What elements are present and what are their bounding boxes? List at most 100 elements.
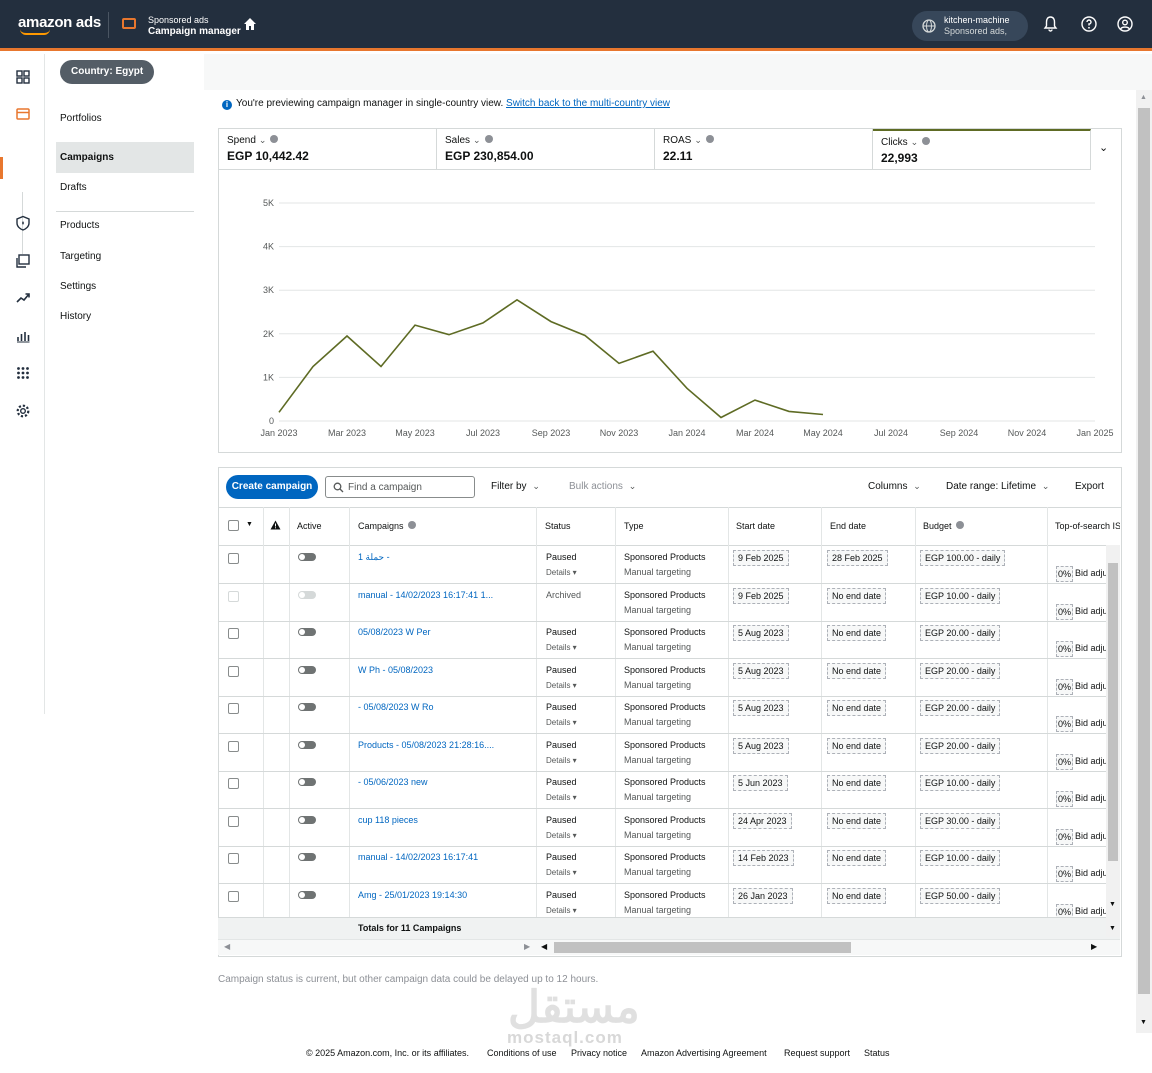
metric-clicks[interactable]: Clicks ⌄ 22,993 [873,129,1091,170]
budget-field[interactable]: EGP 30.00 - daily [920,813,1001,829]
col-status[interactable]: Status [545,521,571,531]
budget-field[interactable]: EGP 10.00 - daily [920,775,1001,791]
campaign-name-link[interactable]: cup 118 pieces [358,815,418,825]
bid-adjustment-link[interactable]: Bid adju [1075,718,1106,728]
status-details-dropdown[interactable]: Details ▾ [546,831,577,840]
active-toggle[interactable] [298,703,316,711]
campaign-name-link[interactable]: W Ph - 05/08/2023 [358,665,434,675]
account-switcher[interactable]: kitchen-machine Sponsored ads, [912,11,1028,41]
subnav-targeting[interactable]: Targeting [60,251,102,262]
start-date-field[interactable]: 5 Aug 2023 [733,625,789,641]
product-title[interactable]: Campaign manager [148,26,241,37]
chevron-down-icon[interactable]: ⌄ [910,137,919,147]
bid-adjustment-link[interactable]: Bid adju [1075,681,1106,691]
row-checkbox[interactable] [228,666,239,677]
chevron-down-icon[interactable]: ⌄ [694,135,702,145]
campaign-name-link[interactable]: - 05/06/2023 new [358,777,428,787]
row-checkbox[interactable] [228,591,239,602]
scroll-left-arrow-icon[interactable]: ◀ [224,942,231,951]
active-toggle[interactable] [298,778,316,786]
col-campaigns[interactable]: Campaigns [358,507,416,545]
end-date-field[interactable]: No end date [827,588,887,604]
start-date-field[interactable]: 5 Aug 2023 [733,700,789,716]
export-button[interactable]: Export [1075,481,1104,492]
user-icon[interactable] [1117,16,1133,32]
row-checkbox[interactable] [228,891,239,902]
status-details-dropdown[interactable]: Details ▾ [546,643,577,652]
subnav-history[interactable]: History [60,311,92,322]
bid-adjustment-link[interactable]: Bid adju [1075,906,1106,916]
dashboard-icon[interactable] [15,69,31,85]
subnav-portfolios[interactable]: Portfolios [60,113,102,124]
bulk-actions-dropdown[interactable]: Bulk actions ⌄ [569,481,636,492]
active-toggle[interactable] [298,891,316,899]
start-date-field[interactable]: 26 Jan 2023 [733,888,793,904]
country-selector[interactable]: Country: Egypt [60,60,155,84]
chevron-down-icon[interactable]: ⌄ [473,135,481,145]
end-date-field[interactable]: No end date [827,625,887,641]
row-checkbox[interactable] [228,778,239,789]
end-date-field[interactable]: 28 Feb 2025 [827,550,888,566]
status-details-dropdown[interactable]: Details ▾ [546,568,577,577]
table-vertical-scroll-thumb[interactable] [1108,563,1118,861]
columns-dropdown[interactable]: Columns ⌄ [868,481,921,492]
settings-gear-icon[interactable] [15,403,31,419]
scroll-right-arrow-icon[interactable]: ▶ [1091,942,1098,951]
date-range-dropdown[interactable]: Date range: Lifetime ⌄ [946,481,1049,492]
budget-field[interactable]: EGP 20.00 - daily [920,738,1001,754]
footer-status-link[interactable]: Status [864,1048,890,1058]
horizontal-scroll-thumb[interactable] [554,942,851,953]
col-type[interactable]: Type [624,521,644,531]
filter-by-dropdown[interactable]: Filter by ⌄ [491,481,540,492]
status-details-dropdown[interactable]: Details ▾ [546,681,577,690]
bell-icon[interactable] [1043,16,1058,32]
col-top-of-search[interactable]: Top-of-search IS [1055,521,1120,531]
end-date-field[interactable]: No end date [827,775,887,791]
subnav-products[interactable]: Products [60,220,100,231]
campaign-icon[interactable] [15,106,31,122]
active-toggle[interactable] [298,853,316,861]
status-details-dropdown[interactable]: Details ▾ [546,718,577,727]
row-checkbox[interactable] [228,853,239,864]
bid-adjustment-link[interactable]: Bid adju [1075,831,1106,841]
budget-field[interactable]: EGP 50.00 - daily [920,888,1001,904]
footer-support-link[interactable]: Request support [784,1048,851,1058]
status-details-dropdown[interactable]: Details ▾ [546,906,577,915]
campaign-name-link[interactable]: manual - 14/02/2023 16:17:41 1... [358,590,494,600]
bid-adjustment-link[interactable]: Bid adju [1075,643,1106,653]
start-date-field[interactable]: 5 Aug 2023 [733,738,789,754]
reports-icon[interactable] [15,328,31,344]
active-toggle[interactable] [298,666,316,674]
metric-spend[interactable]: Spend ⌄ EGP 10,442.42 [219,129,437,170]
budget-field[interactable]: EGP 20.00 - daily [920,663,1001,679]
active-toggle[interactable] [298,628,316,636]
start-date-field[interactable]: 5 Jun 2023 [733,775,788,791]
chevron-down-icon[interactable]: ⌄ [258,135,267,145]
end-date-field[interactable]: No end date [827,850,887,866]
multi-country-link[interactable]: Switch back to the multi-country view [506,98,670,109]
apps-grid-icon[interactable] [15,365,31,381]
row-checkbox[interactable] [228,703,239,714]
campaign-name-link[interactable]: 05/08/2023 W Per [358,627,431,637]
expand-metrics-chevron-icon[interactable]: ⌄ [1099,142,1109,154]
row-checkbox[interactable] [228,816,239,827]
campaign-name-link[interactable]: Amg - 25/01/2023 19:14:30 [358,890,468,900]
col-budget[interactable]: Budget [923,507,964,545]
trend-icon[interactable] [15,290,31,306]
active-toggle[interactable] [298,553,316,561]
bid-adjustment-link[interactable]: Bid adju [1075,756,1106,766]
scroll-down-arrow-icon[interactable]: ▼ [1109,901,1116,908]
footer-agreement-link[interactable]: Amazon Advertising Agreement [641,1048,767,1058]
budget-field[interactable]: EGP 10.00 - daily [920,850,1001,866]
select-all-checkbox[interactable] [228,520,239,531]
campaign-search-input[interactable]: Find a campaign [325,476,475,498]
start-date-field[interactable]: 9 Feb 2025 [733,550,789,566]
col-start-date[interactable]: Start date [736,521,776,531]
col-active[interactable]: Active [297,521,322,531]
bid-adjustment-link[interactable]: Bid adju [1075,568,1106,578]
end-date-field[interactable]: No end date [827,813,887,829]
budget-field[interactable]: EGP 100.00 - daily [920,550,1006,566]
media-library-icon[interactable] [15,253,31,269]
metric-roas[interactable]: ROAS ⌄ 22.11 [655,129,873,170]
status-details-dropdown[interactable]: Details ▾ [546,868,577,877]
